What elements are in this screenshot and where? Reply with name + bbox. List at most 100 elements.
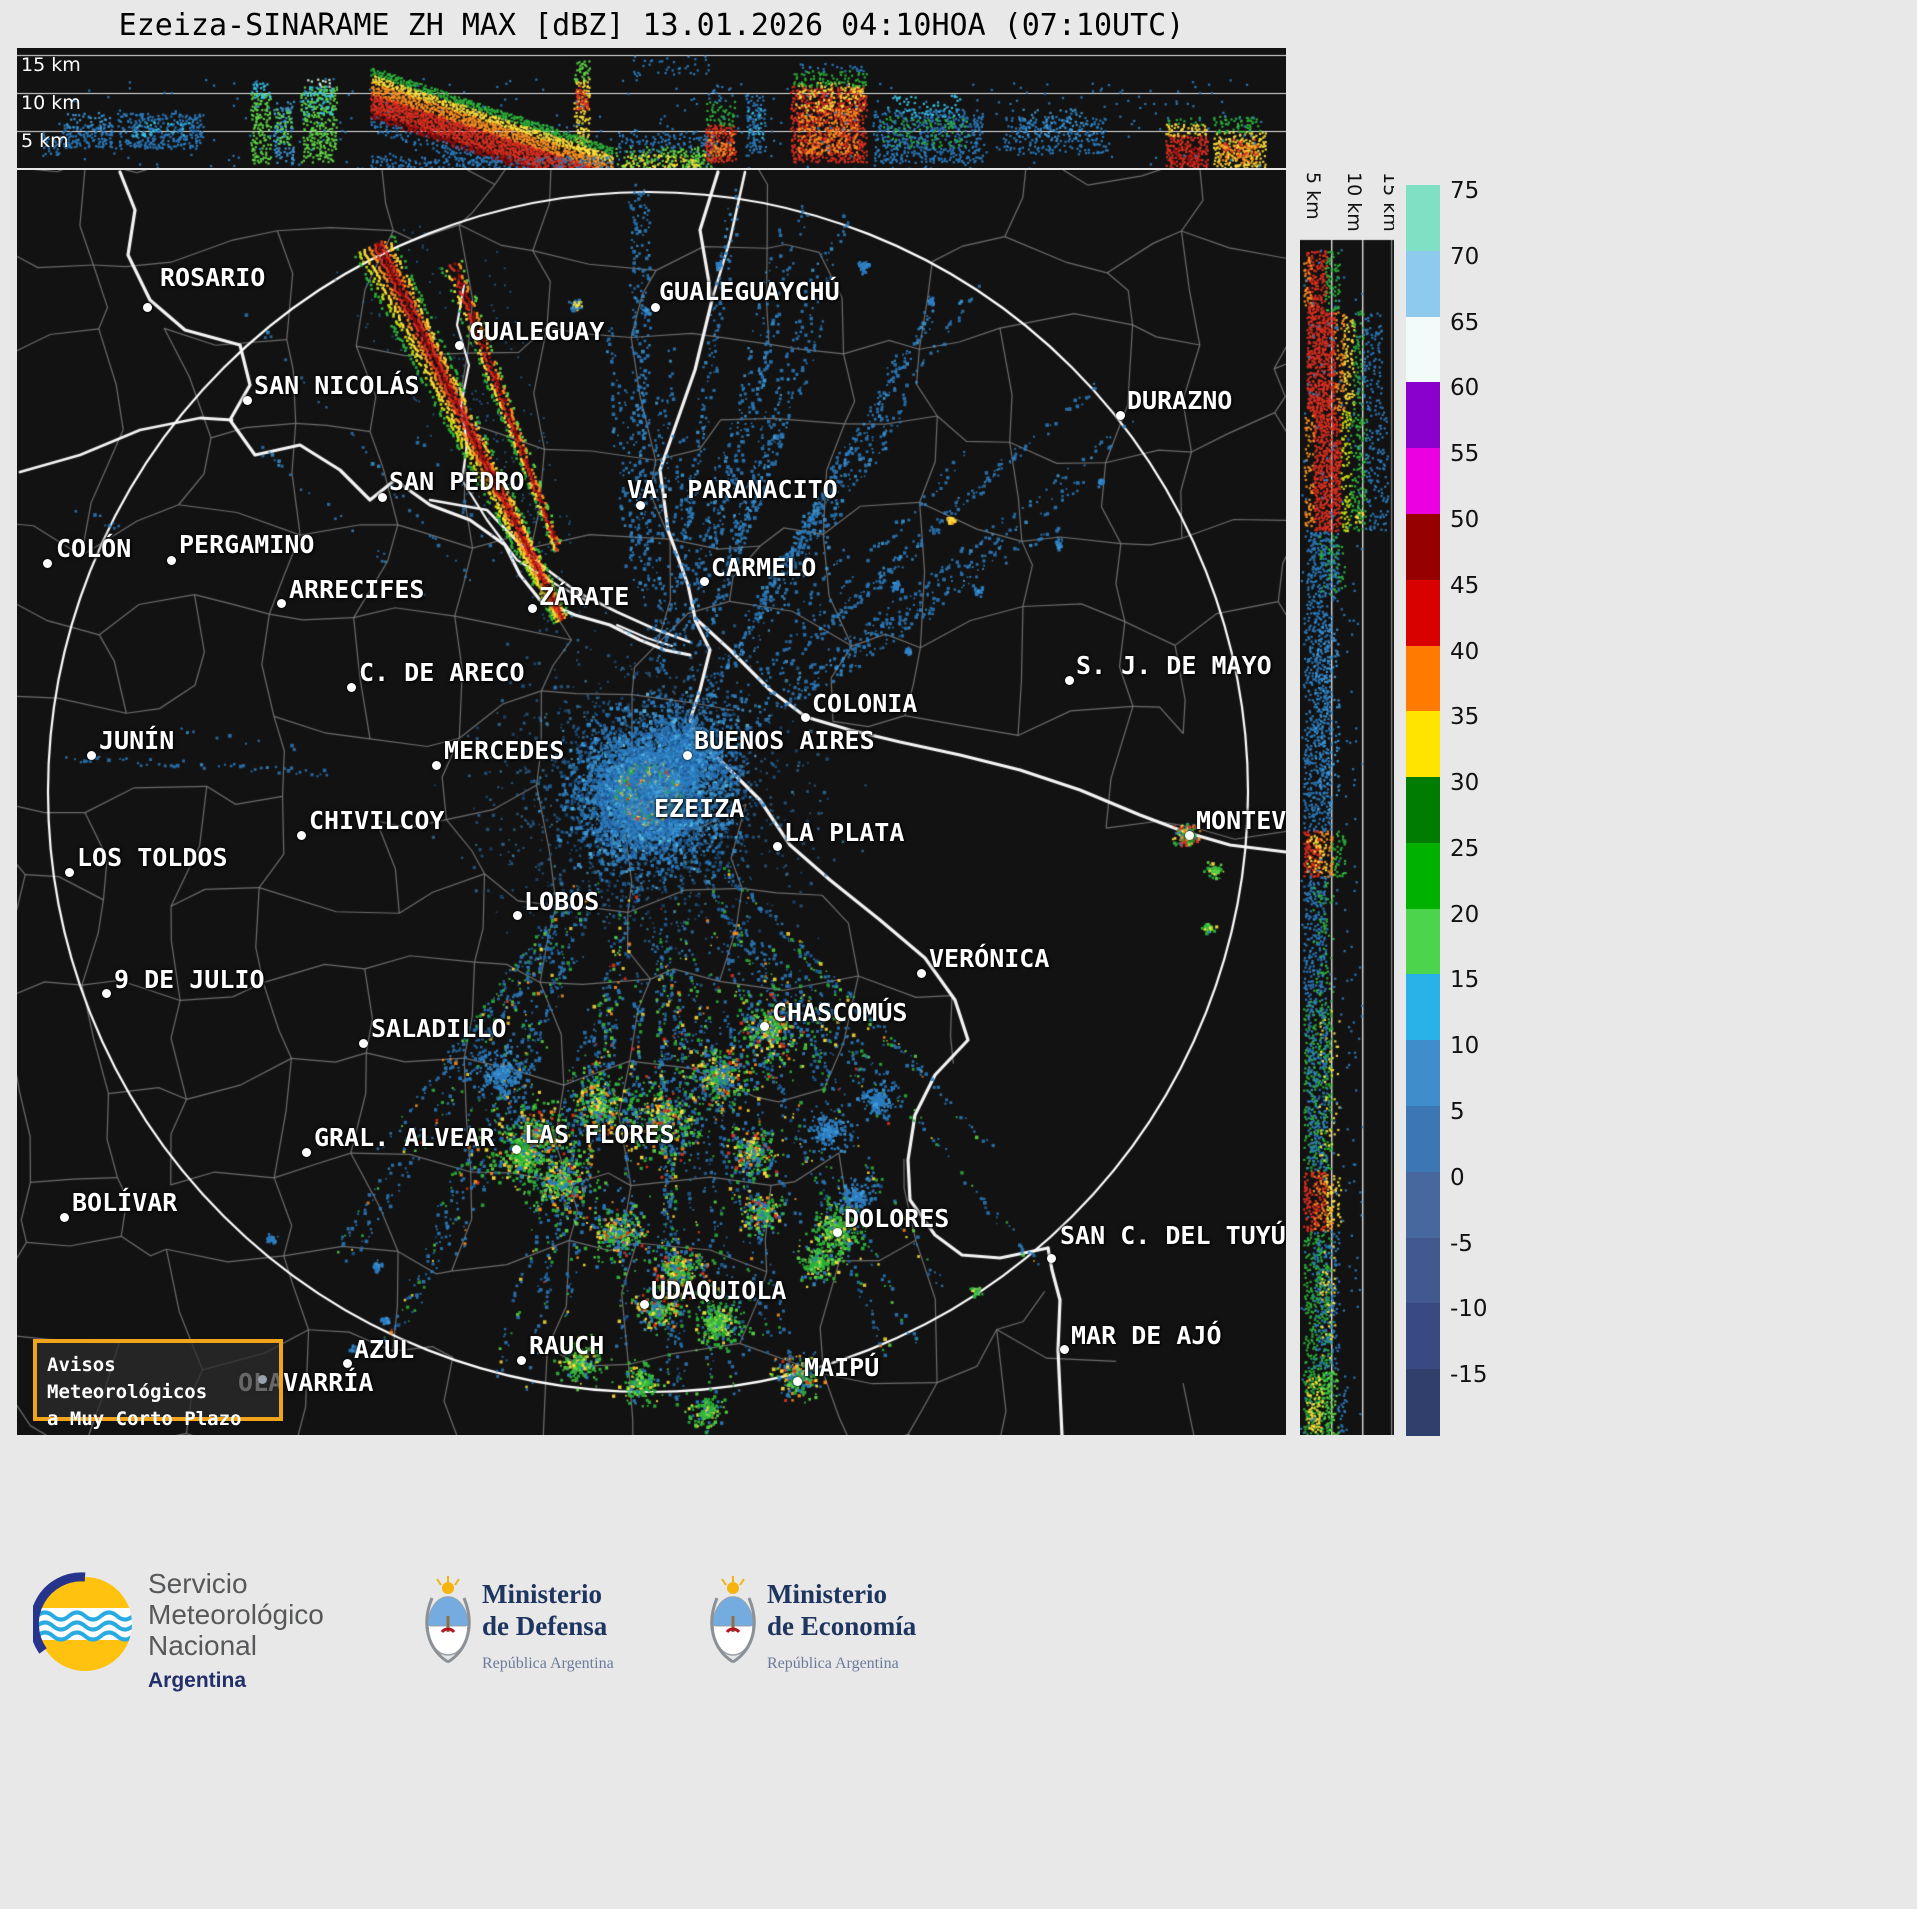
city-dot-gualeguay xyxy=(455,341,464,350)
altitude-label-15-km: 15 km xyxy=(21,54,81,76)
city-dot-va-paranacito xyxy=(636,501,645,510)
city-label-azul: AZUL xyxy=(354,1335,415,1364)
colorbar-segment xyxy=(1406,1237,1440,1304)
altitude-label-5-km: 5 km xyxy=(21,130,69,152)
city-label-bol-var: BOLÍVAR xyxy=(72,1188,178,1217)
city-dot-san-c-del-tuy xyxy=(1047,1254,1056,1263)
city-label-las-flores: LAS FLORES xyxy=(524,1120,675,1149)
economia-line1: Ministerio xyxy=(767,1579,887,1609)
colorbar-tick-75: 75 xyxy=(1450,178,1480,204)
city-label-s-j-de-mayo: S. J. DE MAYO xyxy=(1076,651,1272,680)
smn-line3: Nacional xyxy=(148,1630,257,1661)
colorbar-segment xyxy=(1406,185,1440,252)
city-dot-azul xyxy=(343,1359,352,1368)
colorbar-segment xyxy=(1406,1171,1440,1239)
city-dot-maip xyxy=(793,1377,802,1386)
city-label-mercedes: MERCEDES xyxy=(444,736,565,765)
colorbar-tick-25: 25 xyxy=(1450,835,1480,862)
city-dot-udaquiola xyxy=(640,1300,649,1309)
economia-line2: de Economía xyxy=(767,1611,917,1641)
cross-section-top-canvas xyxy=(17,48,1286,168)
colorbar-tick-45: 45 xyxy=(1450,572,1480,599)
city-label-va-paranacito: VA. PARANACITO xyxy=(627,475,838,504)
city-dot-dolores xyxy=(833,1228,842,1237)
city-label-los-toldos: LOS TOLDOS xyxy=(77,843,228,872)
colorbar-tick-40: 40 xyxy=(1450,638,1480,665)
colorbar-tick-55: 55 xyxy=(1450,441,1480,468)
colorbar-tick-60: 60 xyxy=(1450,375,1480,402)
city-label-ezeiza: EZEIZA xyxy=(654,794,745,823)
city-dot-lobos xyxy=(513,911,522,920)
colorbar-segment xyxy=(1406,1303,1440,1370)
colorbar-segment xyxy=(1406,250,1440,318)
city-dot-gualeguaych xyxy=(651,303,660,312)
city-label-gualeguaych: GUALEGUAYCHÚ xyxy=(659,277,840,306)
city-label-pergamino: PERGAMINO xyxy=(179,530,315,559)
cross-section-right-canvas xyxy=(1300,170,1394,1435)
city-dot-las-flores xyxy=(512,1145,521,1154)
alert-line2: a Muy Corto Plazo xyxy=(47,1408,242,1430)
defensa-line3: República Argentina xyxy=(482,1655,614,1672)
altitude-label-right-5-km: 5 km xyxy=(1302,172,1324,220)
cross-section-top-panel: 15 km 10 km 5 km xyxy=(17,48,1286,168)
city-label-chivilcoy: CHIVILCOY xyxy=(309,806,445,835)
city-label-montevideo: MONTEVIDEO xyxy=(1196,806,1286,835)
defensa-line2: de Defensa xyxy=(482,1611,608,1641)
footer: Servicio Meteorológico Nacional Argentin… xyxy=(0,1560,1917,1780)
city-dot-c-de-areco xyxy=(347,683,356,692)
defensa-coat-of-arms-icon xyxy=(418,1574,478,1674)
city-label-ver-nica: VERÓNICA xyxy=(929,944,1050,973)
city-label-gualeguay: GUALEGUAY xyxy=(469,317,605,346)
smn-logo-icon xyxy=(29,1572,137,1680)
colorbar-tick-0: 0 xyxy=(1450,1164,1465,1191)
city-label-saladillo: SALADILLO xyxy=(371,1014,507,1043)
colorbar-segment xyxy=(1406,777,1440,844)
altitude-label-10-km: 10 km xyxy=(21,92,81,114)
altitude-label-right-15-km: 15 km xyxy=(1379,172,1394,232)
city-label-arrecifes: ARRECIFES xyxy=(289,575,425,604)
city-label-z-rate: ZÁRATE xyxy=(539,582,630,611)
alert-box: Avisos Meteorológicos a Muy Corto Plazo xyxy=(33,1339,283,1430)
colorbar-tick-5: 5 xyxy=(1450,1099,1465,1126)
city-label-san-c-del-tuy: SAN C. DEL TUYÚ xyxy=(1060,1221,1286,1250)
city-dot-gral-alvear xyxy=(302,1148,311,1157)
page-title: Ezeiza-SINARAME ZH MAX [dBZ] 13.01.2026 … xyxy=(118,8,1185,43)
colorbar-segment xyxy=(1406,382,1440,449)
city-dot-rauch xyxy=(517,1356,526,1365)
city-dot-durazno xyxy=(1116,411,1125,420)
city-dot-bol-var xyxy=(60,1213,69,1222)
city-dot-los-toldos xyxy=(65,868,74,877)
city-label-rosario: ROSARIO xyxy=(160,263,266,292)
city-dot-chivilcoy xyxy=(297,831,306,840)
city-label-colonia: COLONIA xyxy=(812,689,918,718)
city-dot-arrecifes xyxy=(277,599,286,608)
colorbar-tick-50: 50 xyxy=(1450,506,1480,533)
colorbar-tick--5: -5 xyxy=(1450,1230,1473,1257)
colorbar-segment xyxy=(1406,1040,1440,1107)
city-dot-buenos-aires xyxy=(683,751,692,760)
city-label-c-de-areco: C. DE ARECO xyxy=(359,658,525,687)
city-dot-col-n xyxy=(43,559,52,568)
city-label-buenos-aires: BUENOS AIRES xyxy=(694,726,875,755)
city-dot-carmelo xyxy=(700,577,709,586)
city-label-gral-alvear: GRAL. ALVEAR xyxy=(314,1123,495,1152)
city-dot-9-de-julio xyxy=(102,989,111,998)
city-label-san-nicol-s: SAN NICOLÁS xyxy=(254,371,420,400)
colorbar-segment xyxy=(1406,448,1440,515)
colorbar-tick-65: 65 xyxy=(1450,309,1480,336)
city-label-udaquiola: UDAQUIOLA xyxy=(651,1276,787,1305)
city-dot-rosario xyxy=(143,303,152,312)
city-dot-montevideo xyxy=(1185,831,1194,840)
alert-dot-icon xyxy=(258,1375,267,1384)
smn-line4: Argentina xyxy=(148,1669,247,1692)
colorbar-segment xyxy=(1406,711,1440,778)
economia-coat-of-arms-icon xyxy=(703,1574,763,1674)
city-label-9-de-julio: 9 DE JULIO xyxy=(114,965,265,994)
colorbar-segment xyxy=(1406,974,1440,1041)
city-dot-pergamino xyxy=(167,556,176,565)
colorbar: 75 70 65 60 55 50 45 40 35 30 25 20 15 10 5 0 -5 -10 -15 xyxy=(1406,178,1488,1436)
colorbar-tick--10: -10 xyxy=(1450,1296,1488,1323)
colorbar-segment xyxy=(1406,513,1440,581)
colorbar-segment xyxy=(1406,842,1440,910)
city-dot-chascom-s xyxy=(760,1022,769,1031)
